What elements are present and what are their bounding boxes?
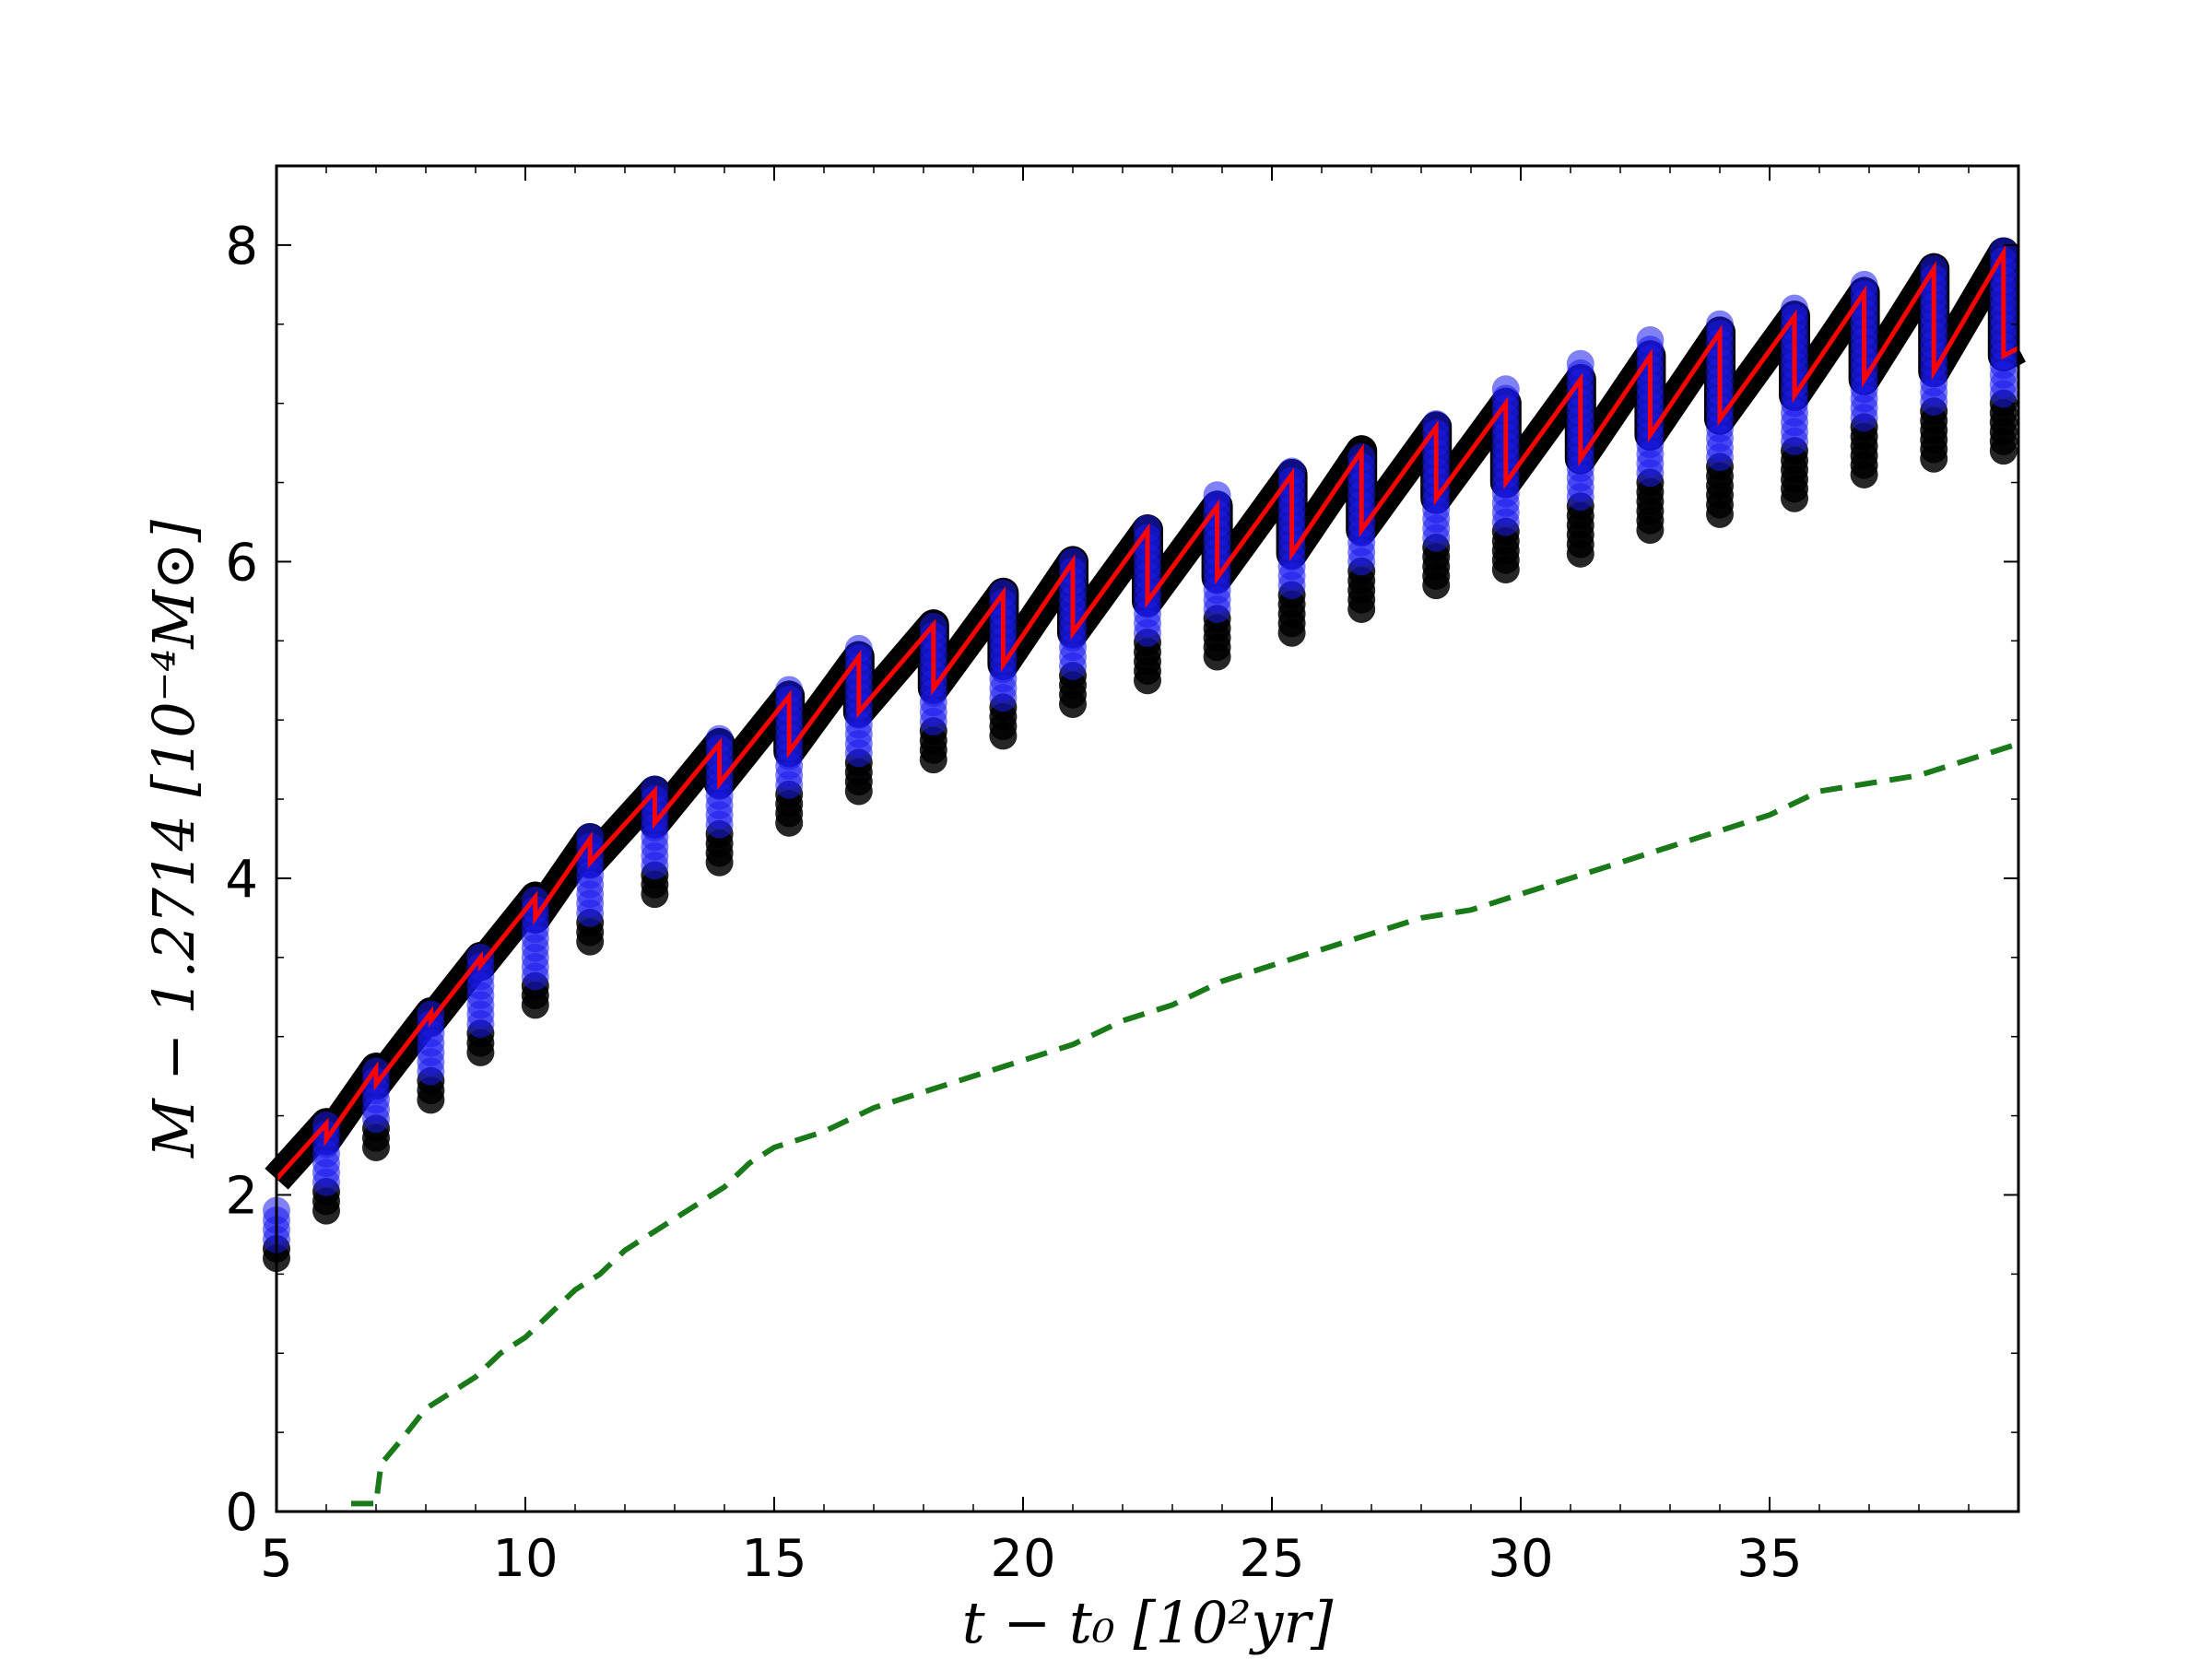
y-tick-label: 6 [225, 533, 258, 593]
plot-frame [275, 164, 2020, 1513]
y-tick-label: 8 [225, 217, 258, 276]
scatter-column [1850, 270, 1878, 488]
scatter-point [844, 634, 873, 663]
plot-layer [263, 237, 2026, 1507]
scatter-column [1134, 514, 1161, 695]
scatter-point [1850, 270, 1878, 299]
scatter-column [1203, 481, 1231, 671]
scatter-point [1636, 325, 1665, 354]
x-tick-label: 25 [1239, 1529, 1304, 1589]
scatter-column [466, 943, 495, 1066]
scatter-point [1203, 481, 1231, 510]
mean-sawtooth-line [275, 244, 2020, 1181]
scatter-point [1491, 375, 1520, 404]
dashed-line [351, 741, 2019, 1507]
tick-layer: 5 10 15 20 25 30 35 0 2 4 6 8 [225, 166, 2019, 1589]
scatter-column [1920, 254, 1948, 473]
x-tick-label: 20 [990, 1529, 1055, 1589]
x-tick-label: 30 [1488, 1529, 1553, 1589]
x-tick-label: 5 [260, 1529, 293, 1589]
y-tick-label: 0 [225, 1483, 258, 1543]
x-tick-label: 35 [1736, 1529, 1802, 1589]
x-tick-label: 10 [492, 1529, 558, 1589]
scatter-column [312, 1111, 340, 1225]
scatter-point [1566, 349, 1594, 378]
scatter-column [641, 775, 669, 909]
scatter-column [1706, 310, 1734, 528]
scatter-column [1491, 375, 1520, 583]
scatter-point [1781, 294, 1808, 323]
scatter-point [1706, 310, 1734, 338]
scatter-point [775, 676, 804, 704]
scatter-column [705, 724, 734, 877]
y-axis-label: M − 1.2714 [10⁻⁴M⊙] [140, 519, 207, 1159]
x-tick-label: 15 [741, 1529, 806, 1589]
upper-band-line [265, 237, 2026, 1190]
x-axis-label: t − t₀ [10²yr] [962, 1589, 1334, 1656]
scatter-point [705, 724, 734, 753]
y-tick-label: 2 [225, 1166, 258, 1226]
scatter-column [1781, 294, 1808, 512]
y-tick-label: 4 [225, 850, 258, 910]
scatter-column [417, 1000, 445, 1114]
